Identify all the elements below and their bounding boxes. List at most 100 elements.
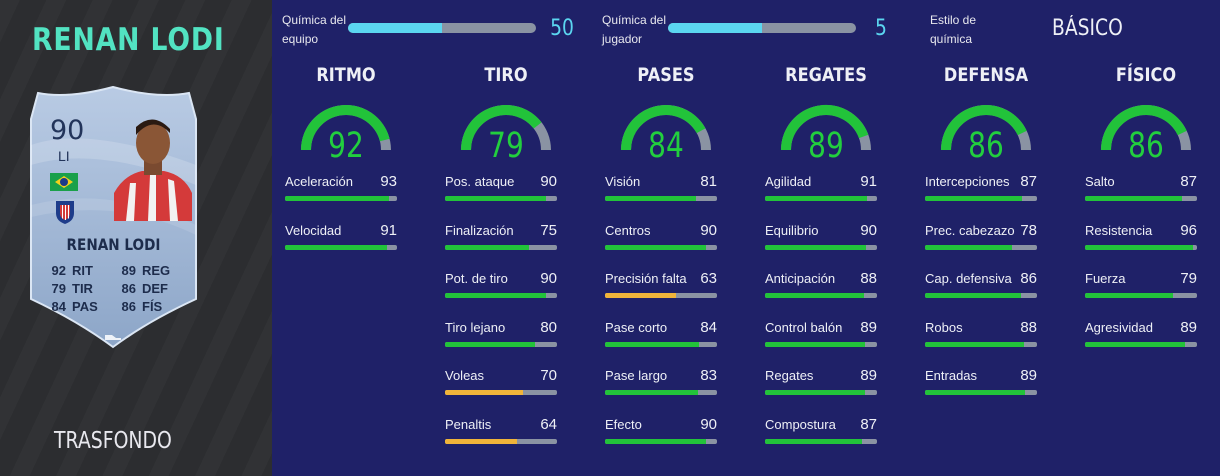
gauge-fill [301, 105, 390, 151]
category-title: TIRO [484, 64, 528, 86]
stat-value: 90 [540, 270, 557, 287]
gauge-arc [461, 105, 551, 151]
category-pases: PASES 84 [604, 64, 728, 192]
stat-value: 88 [1020, 318, 1037, 336]
stat-label: Robos [925, 319, 963, 335]
stat-bar-fill [605, 438, 706, 444]
stat-bar-fill [1085, 341, 1185, 347]
stat-value: 63 [700, 270, 717, 287]
stat-bar-fill [605, 341, 700, 347]
stat-bar-fill [925, 390, 1025, 395]
stat-bar [925, 341, 1037, 347]
stat-label: Efecto [605, 416, 642, 432]
stat-bar-fill [445, 341, 535, 347]
stat-value: 91 [860, 173, 877, 190]
stat-label: Aceleración [285, 174, 353, 189]
gauge-fill [461, 105, 542, 151]
stat-value: 64 [540, 415, 557, 433]
stat-bar [445, 293, 557, 298]
stat-label: Agresividad [1085, 319, 1153, 335]
gauge-fill [1101, 105, 1187, 151]
card-stat-label: TIR [72, 281, 93, 296]
card-stat-value: 84 [51, 299, 66, 314]
category-value: 89 [808, 126, 844, 166]
stat-bar [605, 341, 717, 347]
stat-bar-fill [605, 390, 698, 395]
team-chemistry-fill [348, 23, 442, 33]
stat-value: 90 [860, 221, 877, 239]
stat-bar-fill [605, 293, 676, 298]
stat-bar [925, 293, 1037, 298]
category-value: 86 [1128, 126, 1164, 166]
card-position: LI [58, 148, 70, 164]
stat-bar-fill [445, 196, 546, 201]
stat-bar-fill [445, 244, 529, 250]
stat-label: Intercepciones [925, 174, 1010, 189]
stat-value: 90 [700, 221, 717, 239]
gauge-fill [621, 105, 706, 151]
category-title: RITMO [316, 64, 376, 86]
stat-label: Pos. ataque [445, 174, 515, 189]
card-stat-label: PAS [72, 299, 98, 314]
category-defensa: DEFENSA 86 [924, 64, 1048, 192]
card-stats: 92 RIT 89 REG 79 TIR 86 DEF 84 PAS 86 FÍS [48, 263, 180, 317]
stat-bar-fill [285, 244, 387, 250]
stat-value: 70 [540, 367, 557, 384]
card-stat-label: FÍS [142, 299, 163, 314]
stat-bar [285, 244, 397, 250]
stat-value: 90 [700, 415, 717, 433]
player-chemistry-label: Química del jugador [602, 13, 667, 46]
stat-bar-fill [1085, 244, 1193, 250]
category-gauge: 86 [938, 102, 1034, 192]
stat-bar-fill [765, 293, 864, 298]
category-gauge: 86 [1098, 102, 1194, 192]
category-fisico: FÍSICO 86 [1084, 64, 1208, 192]
stat-label: Finalización [445, 222, 514, 238]
stat-bar-fill [925, 341, 1024, 347]
stat-bar [605, 390, 717, 395]
stat-value: 89 [860, 367, 877, 384]
player-card[interactable]: 90 LI RENAN LODI 92 RIT 89 REG 79 TIR 86 DEF… [28, 85, 199, 350]
stat-bar [765, 438, 877, 444]
stat-value: 89 [1180, 318, 1197, 336]
stat-value: 83 [700, 367, 717, 384]
stat-value: 79 [1180, 270, 1197, 287]
category-title: FÍSICO [1115, 64, 1177, 86]
stat-bar-fill [605, 244, 706, 250]
background-button[interactable]: TRASFONDO [54, 428, 172, 454]
category-value: 79 [488, 126, 524, 166]
stat-bar [765, 244, 877, 250]
player-chemistry-bar [668, 23, 856, 33]
stat-value: 90 [540, 173, 557, 190]
player-chemistry-value: 5 [875, 16, 887, 41]
stat-bar-fill [445, 438, 517, 444]
stat-bar [445, 244, 557, 250]
category-title: PASES [637, 64, 695, 86]
brazil-flag-icon [50, 173, 78, 191]
stat-label: Resistencia [1085, 222, 1153, 238]
stat-value: 88 [860, 270, 877, 287]
stat-value: 80 [540, 318, 557, 336]
stat-label: Tiro lejano [445, 319, 506, 335]
stat-bar [605, 196, 717, 201]
stat-value: 91 [380, 221, 397, 239]
stat-bar [765, 341, 877, 347]
stat-bar [925, 390, 1037, 395]
chemistry-style-value[interactable]: BÁSICO [1052, 16, 1123, 41]
stat-value: 84 [700, 318, 717, 336]
stat-value: 87 [860, 415, 877, 433]
stat-value: 96 [1180, 221, 1197, 239]
card-player-name: RENAN LODI [66, 235, 161, 254]
stat-bar-fill [765, 438, 863, 444]
stat-bar [1085, 244, 1197, 250]
stat-label: Equilibrio [765, 222, 819, 238]
card-rating: 90 [50, 115, 85, 146]
boot-icon [105, 335, 121, 340]
category-regates: REGATES 89 [764, 64, 888, 192]
card-stat-value: 89 [121, 263, 136, 278]
stat-value: 89 [860, 318, 877, 336]
category-value: 92 [328, 126, 364, 166]
stat-bar [605, 438, 717, 444]
category-title: DEFENSA [943, 64, 1029, 86]
stat-bar-fill [765, 244, 866, 250]
